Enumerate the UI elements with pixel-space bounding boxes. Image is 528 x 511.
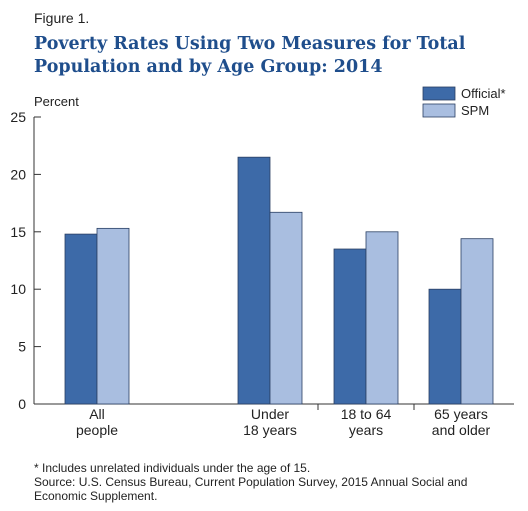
chart-title: Poverty Rates Using Two Measures for Tot…: [34, 34, 466, 77]
category-label-2-1: years: [349, 422, 383, 438]
footnote-source: Source: U.S. Census Bureau, Current Popu…: [34, 475, 468, 503]
bar-spm-0: [96, 227, 130, 405]
bar-spm-1: [269, 211, 303, 405]
category-label-3-0: 65 years: [434, 406, 488, 422]
category-label-3-1: and older: [432, 422, 491, 438]
y-tick-label-25: 25: [10, 109, 26, 125]
y-tick-label-15: 15: [10, 224, 26, 240]
legend-label-official: Official*: [461, 86, 506, 101]
y-tick-label-10: 10: [10, 281, 26, 297]
figure-label: Figure 1.: [34, 10, 90, 26]
category-label-0-0: All: [89, 406, 105, 422]
category-label-1-0: Under: [251, 406, 289, 422]
y-tick-label-20: 20: [10, 166, 26, 182]
category-label-0-1: people: [76, 422, 118, 438]
footnote-asterisk: * Includes unrelated individuals under t…: [34, 461, 311, 475]
bar-spm-3: [460, 238, 494, 405]
bar-official-0: [64, 233, 98, 405]
bar-official-1: [237, 156, 271, 405]
category-label-2-0: 18 to 64: [341, 406, 392, 422]
y-tick-label-5: 5: [18, 339, 26, 355]
bar-official-3: [428, 288, 462, 405]
bar-spm-2: [365, 231, 399, 405]
bar-official-2: [333, 248, 367, 405]
footnotes: * Includes unrelated individuals under t…: [34, 461, 514, 503]
y-axis-label: Percent: [34, 94, 79, 109]
legend-label-spm: SPM: [461, 103, 489, 118]
legend-swatch-spm: [422, 103, 456, 118]
y-tick-label-0: 0: [18, 396, 26, 412]
category-label-1-1: 18 years: [243, 422, 297, 438]
legend-swatch-official: [422, 86, 456, 101]
